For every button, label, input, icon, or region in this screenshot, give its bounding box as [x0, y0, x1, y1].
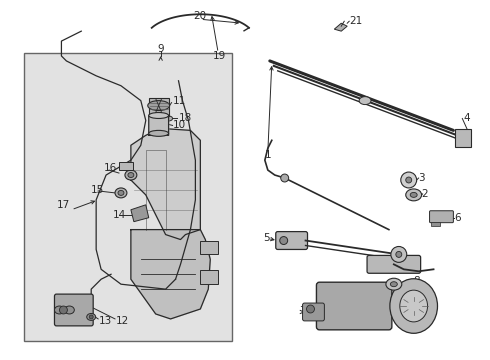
- Polygon shape: [334, 23, 347, 31]
- Ellipse shape: [87, 314, 96, 320]
- Ellipse shape: [391, 282, 397, 287]
- Bar: [149, 98, 169, 116]
- Text: 9: 9: [157, 44, 164, 54]
- Ellipse shape: [390, 279, 438, 333]
- Ellipse shape: [400, 290, 428, 322]
- FancyBboxPatch shape: [367, 255, 420, 273]
- Bar: [200, 240, 218, 255]
- Text: 7: 7: [299, 306, 306, 316]
- Polygon shape: [131, 205, 149, 222]
- Ellipse shape: [115, 188, 127, 198]
- Bar: [119, 162, 133, 170]
- FancyBboxPatch shape: [317, 282, 392, 330]
- FancyBboxPatch shape: [276, 231, 308, 249]
- Ellipse shape: [149, 113, 169, 118]
- Text: 1: 1: [265, 150, 271, 160]
- Circle shape: [391, 247, 407, 262]
- Bar: [200, 270, 218, 284]
- Text: 2: 2: [421, 189, 428, 199]
- Polygon shape: [131, 230, 210, 319]
- Ellipse shape: [148, 100, 170, 111]
- Ellipse shape: [118, 190, 124, 195]
- Text: 11: 11: [172, 96, 186, 105]
- Ellipse shape: [406, 189, 421, 201]
- Circle shape: [406, 177, 412, 183]
- Text: 6: 6: [454, 213, 461, 223]
- Bar: [431, 222, 441, 226]
- Ellipse shape: [54, 306, 64, 314]
- Text: 20: 20: [194, 11, 206, 21]
- Circle shape: [281, 174, 289, 182]
- Bar: [24, 53, 232, 341]
- Ellipse shape: [149, 130, 169, 136]
- Text: 14: 14: [113, 210, 126, 220]
- Ellipse shape: [64, 306, 74, 314]
- Ellipse shape: [165, 116, 172, 121]
- Text: 3: 3: [418, 173, 425, 183]
- Circle shape: [280, 237, 288, 244]
- Circle shape: [59, 306, 68, 314]
- FancyBboxPatch shape: [430, 211, 453, 223]
- Text: 15: 15: [91, 185, 104, 195]
- Circle shape: [401, 172, 416, 188]
- Ellipse shape: [128, 172, 134, 177]
- FancyBboxPatch shape: [302, 303, 324, 321]
- Text: 18: 18: [178, 113, 192, 123]
- Bar: [455, 129, 471, 147]
- Text: 16: 16: [104, 163, 117, 173]
- Text: 10: 10: [172, 121, 186, 130]
- Ellipse shape: [386, 278, 402, 290]
- Text: 4: 4: [464, 113, 470, 123]
- Ellipse shape: [125, 170, 137, 180]
- Text: 13: 13: [99, 316, 112, 326]
- Text: 17: 17: [56, 200, 70, 210]
- FancyBboxPatch shape: [54, 294, 93, 326]
- Ellipse shape: [89, 315, 93, 319]
- Polygon shape: [149, 111, 169, 135]
- Polygon shape: [131, 129, 200, 239]
- Ellipse shape: [410, 192, 417, 197]
- Circle shape: [396, 251, 402, 257]
- Text: 8: 8: [414, 276, 420, 286]
- Circle shape: [307, 305, 315, 313]
- Text: 12: 12: [116, 316, 129, 326]
- Ellipse shape: [359, 96, 371, 105]
- Text: 19: 19: [213, 51, 226, 61]
- Text: 5: 5: [263, 233, 270, 243]
- Text: 21: 21: [349, 16, 363, 26]
